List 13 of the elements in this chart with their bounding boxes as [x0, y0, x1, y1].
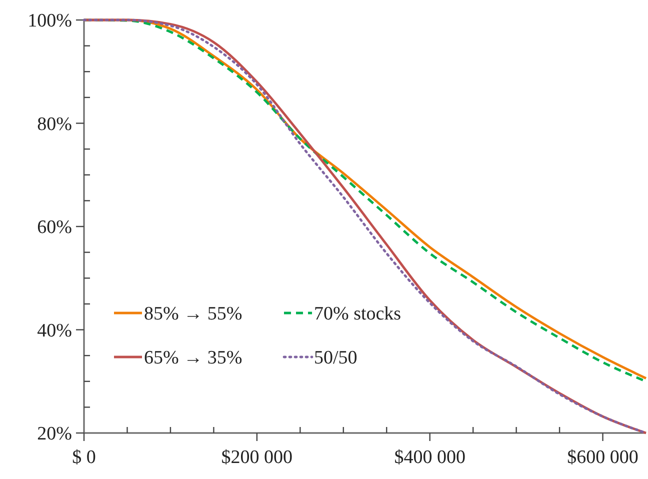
x-tick-label: $200 000: [221, 447, 293, 468]
legend-label: 65% → 35%: [144, 348, 242, 369]
y-tick-label: 40%: [37, 320, 72, 342]
x-tick-label: $ 0: [72, 447, 96, 468]
y-tick-label: 80%: [37, 114, 72, 135]
x-tick-label: $400 000: [394, 447, 466, 468]
y-tick-label: 100%: [28, 10, 72, 32]
legend-label: 70% stocks: [314, 304, 402, 325]
legend-label: 85% → 55%: [144, 304, 242, 325]
y-tick-label: 20%: [37, 424, 72, 445]
y-tick-label: 60%: [37, 217, 72, 238]
x-tick-label: $600 000: [567, 447, 638, 468]
legend-label: 50/50: [314, 348, 358, 369]
